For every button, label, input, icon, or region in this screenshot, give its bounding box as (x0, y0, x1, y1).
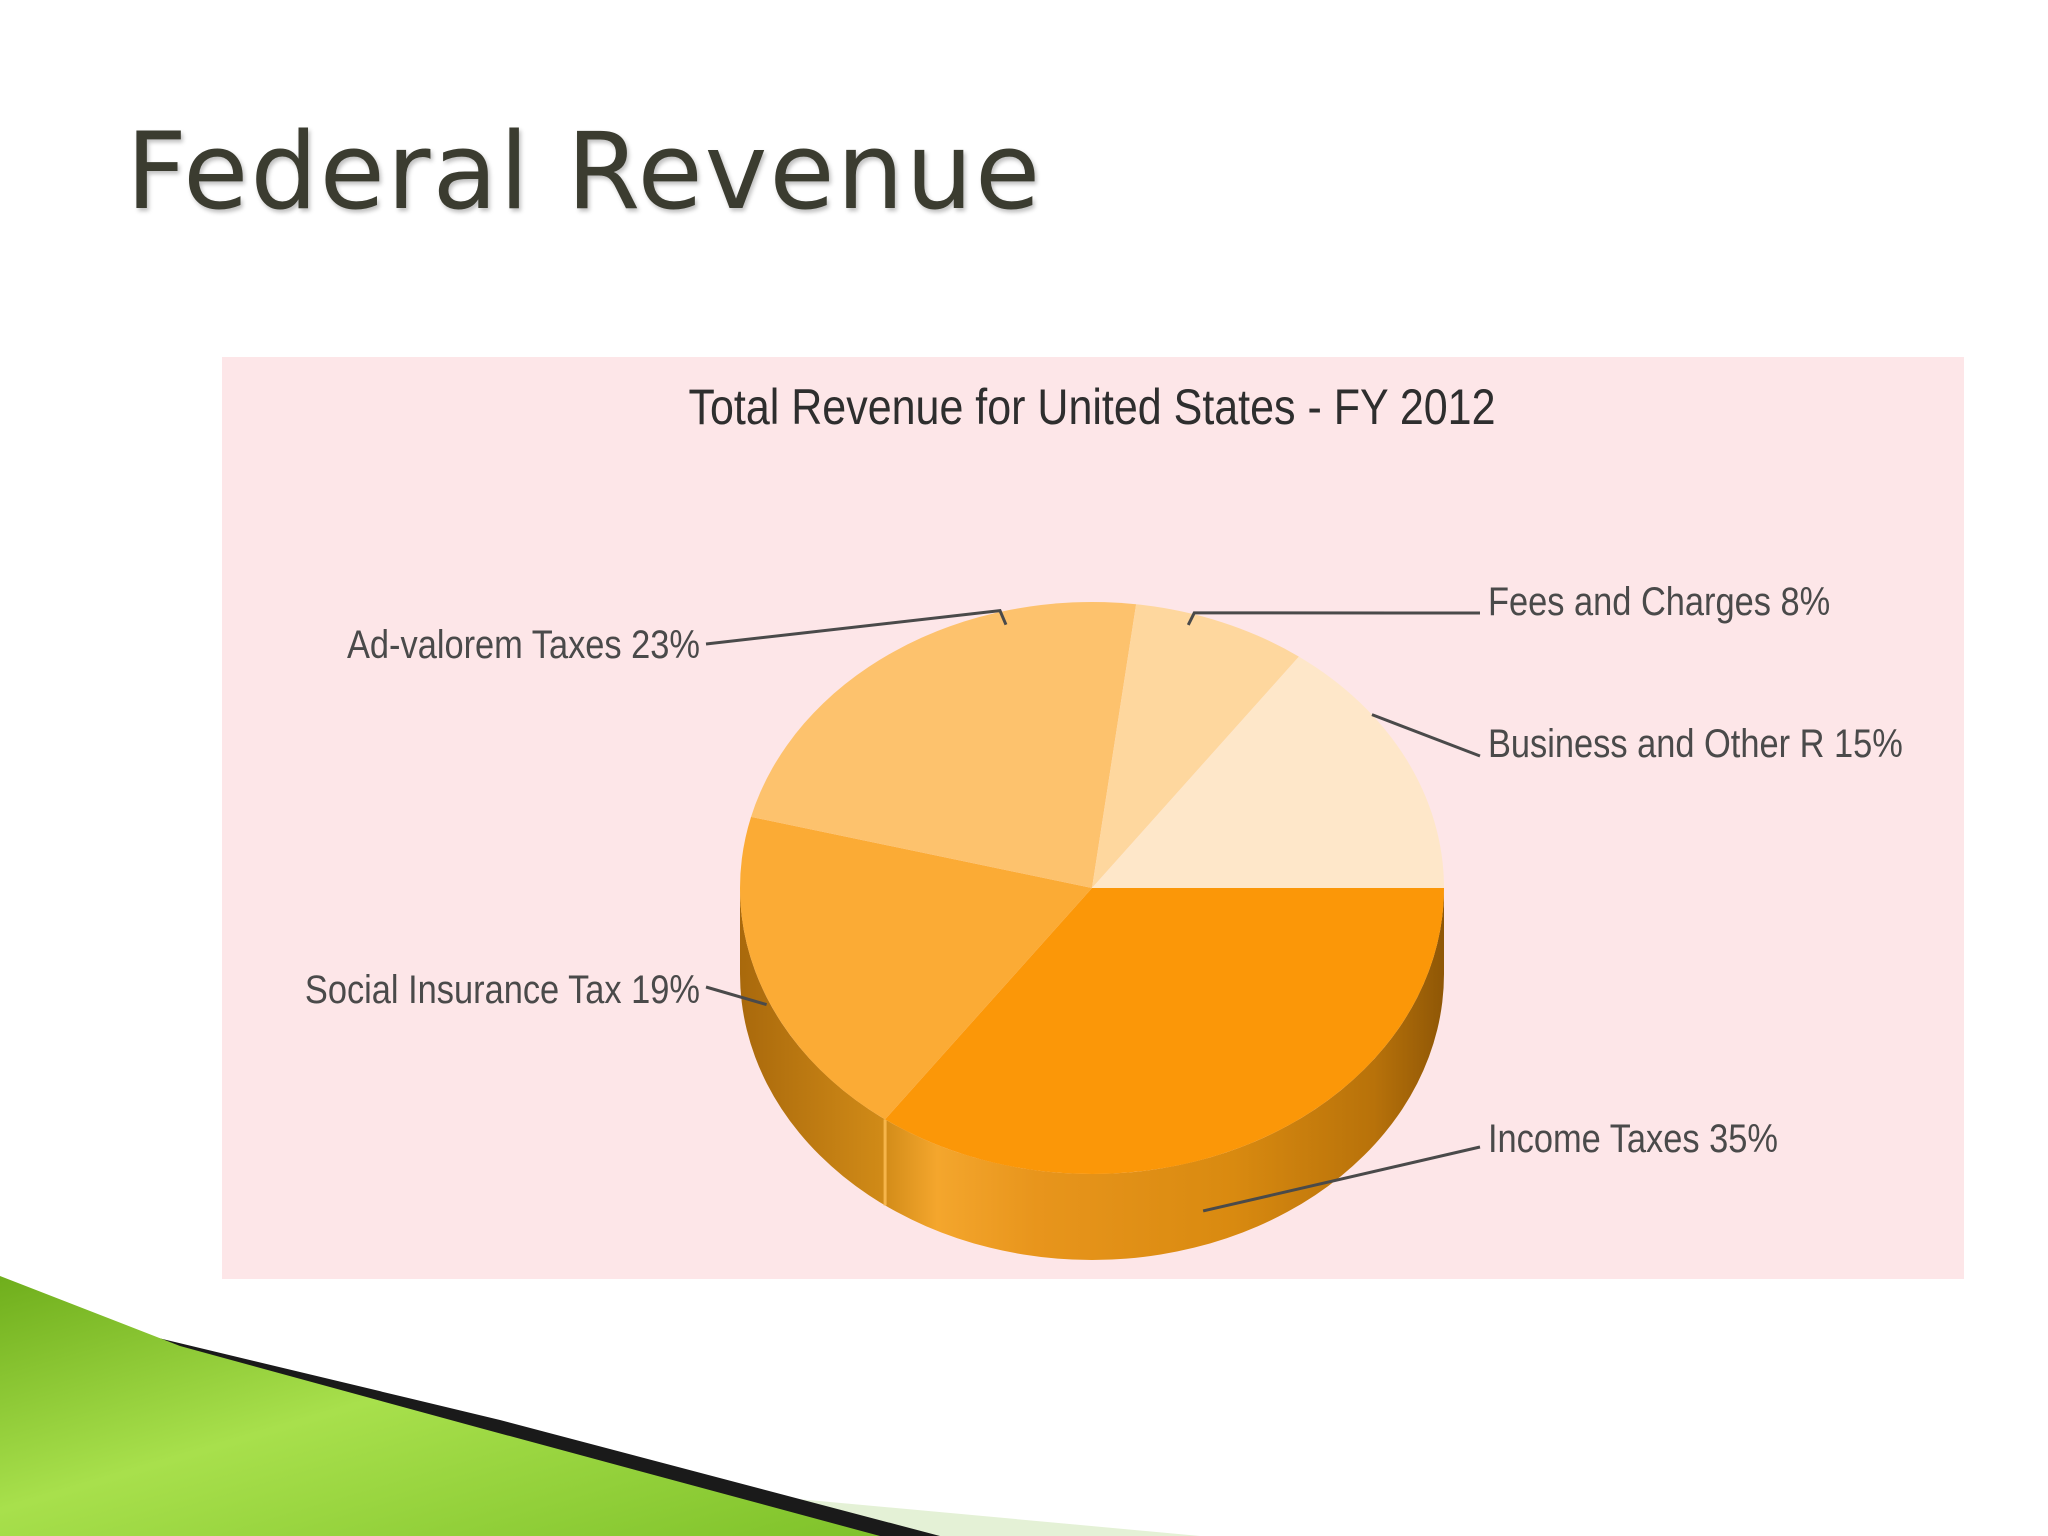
corner-swoosh-decoration (0, 1276, 1200, 1536)
pie-side (740, 888, 1444, 1260)
pie-slice-social-insurance-tax (740, 816, 1092, 1120)
data-label-income-taxes: Income Taxes 35% (1488, 1116, 1778, 1161)
slide-title: Federal Revenue (126, 110, 1043, 233)
chart-title: Total Revenue for United States - FY 201… (688, 379, 1495, 435)
pie-slice-fees-and-charges (1092, 604, 1299, 888)
pie-labels: Income Taxes 35% Social Insurance Tax 19%… (305, 579, 1903, 1213)
pie-slice-business-and-other-r (1092, 656, 1444, 888)
data-label-business-and-other-r: Business and Other R 15% (1488, 721, 1903, 766)
leader-line-fees-and-charges (1186, 611, 1481, 626)
leader-line-ad-valorem-taxes (705, 609, 1008, 646)
data-label-fees-and-charges: Fees and Charges 8% (1488, 579, 1830, 624)
data-label-social-insurance-tax: Social Insurance Tax 19% (305, 967, 700, 1012)
pie-slice-ad-valorem-taxes (751, 602, 1137, 888)
pie-chart: Total Revenue for United States - FY 201… (305, 379, 1903, 1260)
pie-slices (740, 602, 1444, 1174)
data-label-ad-valorem-taxes: Ad-valorem Taxes 23% (347, 622, 700, 667)
leader-line-income-taxes (1202, 1145, 1481, 1213)
pie-side-wall (740, 888, 1444, 1260)
leader-line-business-and-other-r (1371, 713, 1481, 758)
pie-slice-income-taxes (885, 888, 1444, 1174)
chart-panel: Total Revenue for United States - FY 201… (222, 357, 1964, 1279)
leader-line-social-insurance-tax (705, 985, 768, 1007)
